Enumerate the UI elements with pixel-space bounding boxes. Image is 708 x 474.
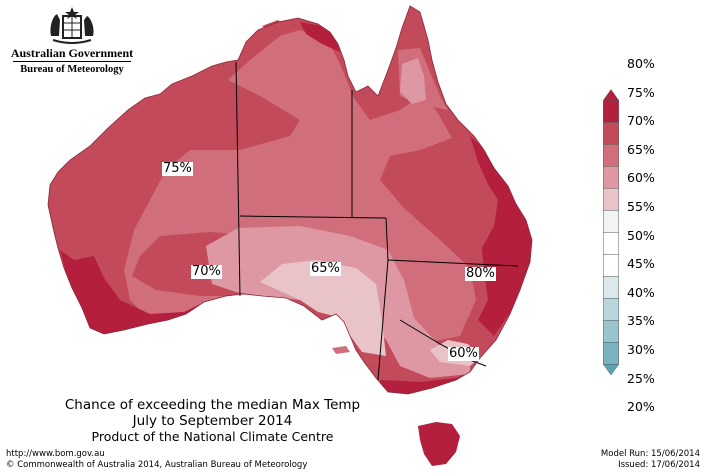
footer-left: http://www.bom.gov.au © Commonwealth of …: [6, 449, 307, 471]
legend-tick: 65%: [627, 142, 655, 157]
legend-bottom-arrow: [602, 364, 620, 376]
legend-swatch: [603, 254, 619, 277]
map-title: Chance of exceeding the median Max Temp: [64, 397, 361, 413]
region-60pct-sa: [260, 260, 386, 356]
map-producer: Product of the National Climate Centre: [91, 429, 334, 444]
region-80pct-sw: [60, 250, 200, 336]
legend-swatch: [603, 320, 619, 343]
contour-label: 70%: [191, 264, 222, 279]
region-65pct-cape: [400, 58, 426, 104]
legend-swatch: [603, 166, 619, 189]
legend-swatch: [603, 144, 619, 167]
sa-east-border: [377, 259, 389, 381]
legend-swatch: [603, 188, 619, 211]
legend-top-arrow: [602, 89, 620, 101]
model-run-date: Model Run: 15/06/2014: [600, 449, 700, 459]
legend-tick: 75%: [627, 85, 655, 100]
legend-swatch: [603, 298, 619, 321]
contour-label: 65%: [310, 261, 341, 276]
contour-label: 75%: [162, 161, 193, 176]
map-title-block: Chance of exceeding the median Max Temp …: [20, 397, 405, 444]
legend-swatch: [603, 210, 619, 233]
logo-divider: [13, 61, 131, 62]
legend-tick: 35%: [627, 313, 655, 328]
issued-date: Issued: 17/06/2014: [618, 460, 700, 470]
map-period: July to September 2014: [132, 413, 293, 429]
contour-label: 60%: [448, 346, 479, 361]
wa-border: [235, 61, 241, 297]
footer-url[interactable]: http://www.bom.gov.au: [6, 449, 105, 459]
contour-label: 80%: [465, 266, 496, 281]
legend-tick: 45%: [627, 256, 655, 271]
legend-tick: 50%: [627, 228, 655, 243]
nt-sa-border: [239, 215, 387, 219]
agency-name: Bureau of Meteorology: [20, 64, 124, 75]
footer-right: Model Run: 15/06/2014 Issued: 17/06/2014: [598, 449, 700, 471]
legend-swatch: [603, 276, 619, 299]
legend-tick: 20%: [627, 399, 655, 414]
tasmania: [418, 422, 460, 466]
coastline: [47, 5, 533, 395]
legend-tick: 80%: [627, 56, 655, 71]
legend-tick: 55%: [627, 199, 655, 214]
government-logo: Australian Government Bureau of Meteorol…: [8, 6, 136, 88]
legend-tick: 30%: [627, 342, 655, 357]
legend-swatch: [603, 122, 619, 145]
footer-copyright: © Commonwealth of Australia 2014, Austra…: [6, 460, 308, 470]
region-80pct-topend: [300, 22, 340, 52]
kangaroo-island: [332, 346, 350, 354]
legend-tick: 60%: [627, 170, 655, 185]
government-name: Australian Government: [10, 46, 134, 60]
melville-island: [262, 20, 286, 32]
legend-colorbar: [602, 89, 620, 376]
legend-tick: 40%: [627, 285, 655, 300]
legend-tick: 25%: [627, 371, 655, 386]
coat-of-arms-icon: [50, 7, 94, 44]
legend-swatch: [603, 232, 619, 255]
legend-swatch: [603, 342, 619, 365]
region-80pct-east: [470, 136, 532, 336]
legend-tick: 70%: [627, 113, 655, 128]
legend-swatch: [603, 100, 619, 123]
